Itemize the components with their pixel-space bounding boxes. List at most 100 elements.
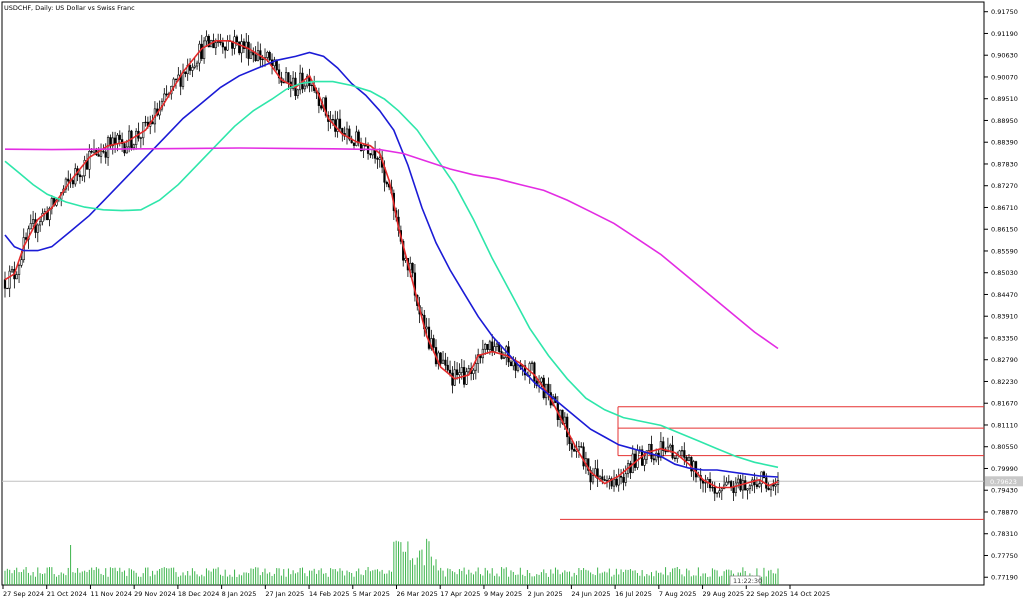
moving-averages [4, 40, 779, 489]
candle-body [238, 41, 241, 54]
y-tick-label: 0.81670 [991, 400, 1018, 408]
moving-average-line [4, 40, 779, 489]
candle-body [512, 360, 515, 367]
candle-body [317, 92, 321, 106]
candle-body [528, 363, 531, 376]
candle-body [67, 178, 70, 182]
candle-body [64, 178, 68, 190]
candle-body [692, 461, 695, 472]
y-tick-label: 0.79430 [991, 487, 1018, 495]
candle-body [772, 484, 775, 487]
candle-body [451, 372, 454, 386]
x-tick-label: 7 Aug 2025 [659, 590, 697, 598]
candle-body [88, 151, 91, 170]
y-tick-label: 0.86150 [991, 226, 1018, 234]
tags: 0.79623 11:22:30 [729, 476, 1023, 586]
candle-body [254, 54, 257, 62]
candle-body [277, 69, 281, 79]
y-tick-label: 0.77750 [991, 552, 1018, 560]
y-tick-label: 0.86710 [991, 204, 1018, 212]
candle-body [20, 259, 23, 266]
candle-body [458, 372, 461, 376]
candle-body [39, 221, 42, 226]
candle-body [174, 78, 178, 80]
candle-body [720, 488, 723, 492]
x-tick-label: 17 Apr 2025 [440, 590, 480, 598]
candle-body [324, 97, 328, 116]
candle-body [580, 446, 583, 448]
candle-body [762, 471, 766, 479]
candle-body [619, 475, 623, 478]
candle-body [111, 137, 114, 147]
candle-body [15, 274, 18, 280]
candle-body [287, 72, 290, 83]
moving-average-line [4, 80, 779, 469]
candle-body [474, 363, 477, 371]
candle-body [655, 452, 658, 461]
candle-body [310, 84, 313, 87]
candle-body [132, 144, 135, 149]
candle-body [687, 456, 691, 461]
candle-body [29, 223, 32, 230]
candle-body [188, 64, 192, 71]
candle-body [331, 119, 335, 121]
x-tick-label: 14 Feb 2025 [309, 590, 349, 598]
candle-body [90, 151, 93, 153]
candle-body [725, 481, 728, 486]
candle-body [615, 479, 618, 486]
x-tick-label: 18 Dec 2024 [178, 590, 220, 598]
x-tick-label: 22 Sep 2025 [746, 590, 787, 598]
y-tick-label: 0.88390 [991, 139, 1018, 147]
candle-body [205, 35, 208, 42]
candle-body [509, 361, 513, 367]
candle-body [755, 484, 759, 487]
candle-body [219, 41, 222, 44]
candle-body [273, 59, 276, 67]
candle-body [566, 416, 569, 438]
candle-body [355, 131, 358, 146]
candle-body [622, 477, 625, 483]
candle-body [376, 158, 379, 160]
y-tick-label: 0.78870 [991, 508, 1018, 516]
candle-body [345, 128, 349, 137]
y-tick-label: 0.90070 [991, 73, 1018, 81]
candle-body [624, 473, 627, 483]
candle-body [563, 416, 566, 424]
candle-body [746, 488, 749, 491]
candle-body [338, 118, 342, 129]
candle-body [296, 89, 299, 96]
candle-body [348, 128, 351, 140]
candle-body [17, 264, 21, 275]
x-tick-label: 27 Jan 2025 [265, 590, 304, 598]
current-price-tag-bg [985, 476, 1023, 487]
current-price-tag: 0.79623 [990, 478, 1017, 486]
candle-body [207, 35, 210, 48]
candle-body [3, 279, 7, 289]
candle-body [758, 483, 761, 487]
x-tick-label: 8 Jan 2025 [222, 590, 257, 598]
candle-body [10, 268, 14, 272]
y-tick-label: 0.91750 [991, 8, 1018, 16]
candle-body [81, 175, 84, 178]
candle-body [299, 72, 302, 91]
candle-body [226, 40, 229, 51]
candle-body [533, 362, 536, 382]
candle-body [760, 471, 763, 485]
candle-body [266, 51, 269, 58]
levels [2, 406, 984, 520]
candle-body [711, 487, 714, 489]
candle-body [214, 42, 217, 49]
candle-body [249, 51, 253, 59]
candle-body [643, 458, 646, 466]
candle-body [582, 446, 585, 467]
candle-body [648, 443, 651, 451]
y-tick-label: 0.87830 [991, 160, 1018, 168]
y-tick-label: 0.78310 [991, 530, 1018, 538]
candle-body [27, 228, 30, 240]
candle-body [245, 41, 248, 49]
moving-average-line [4, 51, 779, 478]
x-tick-label: 21 Oct 2024 [47, 590, 87, 598]
candle-body [303, 85, 306, 90]
candle-body [184, 71, 187, 74]
candle-body [6, 287, 9, 290]
